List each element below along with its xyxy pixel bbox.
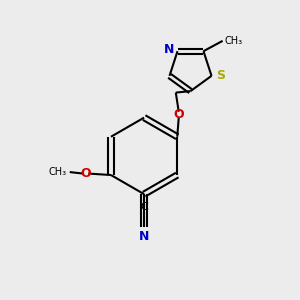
Text: N: N <box>139 230 149 242</box>
Text: N: N <box>164 43 174 56</box>
Text: S: S <box>216 69 225 82</box>
Text: O: O <box>81 167 91 180</box>
Text: C: C <box>140 202 148 212</box>
Text: CH₃: CH₃ <box>224 36 242 46</box>
Text: O: O <box>173 108 184 121</box>
Text: CH₃: CH₃ <box>49 167 67 177</box>
